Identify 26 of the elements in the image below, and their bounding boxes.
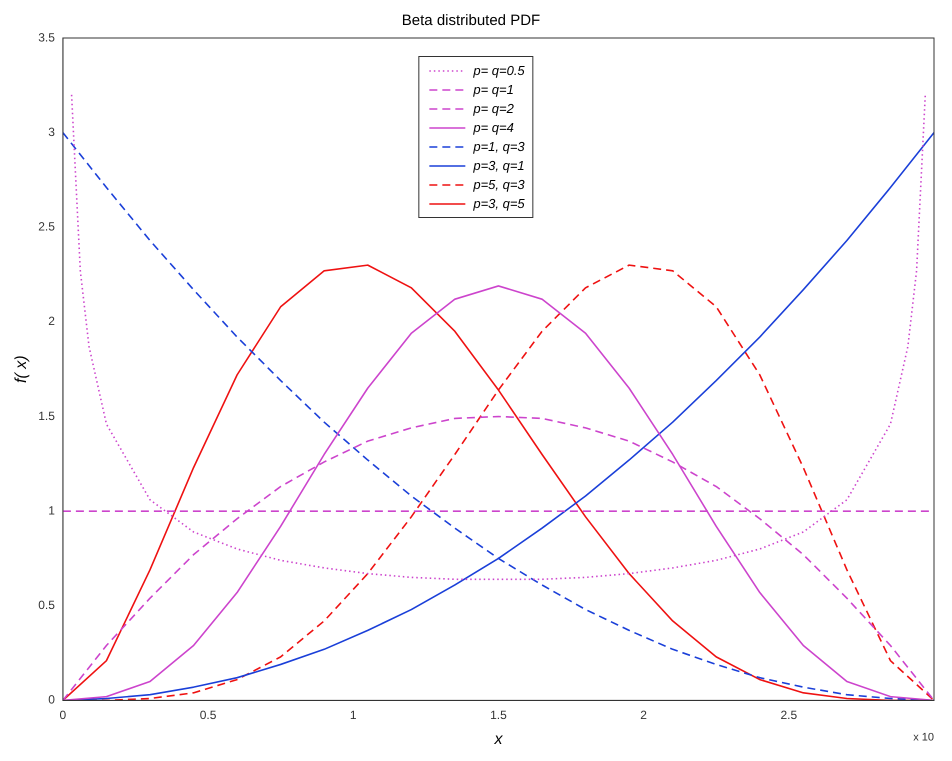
y-tick-label: 2: [48, 314, 56, 328]
y-tick-label: 1.5: [38, 408, 56, 423]
x-axis-title: x: [493, 730, 504, 748]
legend-label: p= q=0.5: [473, 63, 525, 78]
y-tick-label: 3: [48, 124, 56, 139]
legend-label: p= q=4: [473, 120, 514, 135]
y-tick-label: 0.5: [38, 598, 56, 612]
legend-label: p=3, q=5: [473, 196, 525, 211]
x-tick-label: 2: [640, 708, 648, 722]
legend-label: p= q=2: [473, 101, 514, 116]
x-tick-label: 1: [350, 708, 357, 722]
y-tick-label: 1: [48, 503, 56, 518]
legend-label: p=5, q=3: [473, 177, 525, 192]
legend-label: p=3, q=1: [473, 158, 525, 173]
x-tick-label: 2.5: [780, 708, 798, 722]
x-tick-label: 0: [60, 708, 67, 722]
legend-label: p= q=1: [473, 82, 514, 97]
legend-label: p=1, q=3: [473, 139, 525, 154]
y-tick-label: 2.5: [38, 220, 56, 234]
x-tick-label: 1.5: [490, 708, 508, 722]
x-tick-label: 0.5: [200, 708, 217, 722]
y-tick-label: 3.5: [38, 30, 56, 44]
y-tick-label: 0: [48, 692, 56, 707]
text: x 10: [913, 731, 934, 744]
y-axis-title: f( x): [13, 355, 30, 383]
chart-title: Beta distributed PDF: [402, 12, 540, 30]
